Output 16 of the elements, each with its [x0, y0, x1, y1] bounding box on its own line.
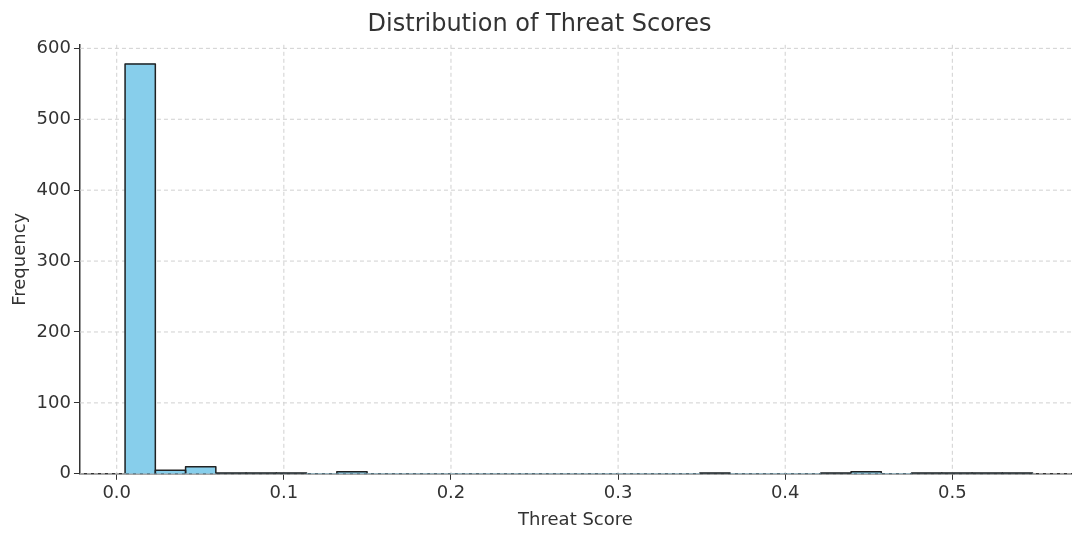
x-axis-title: Threat Score: [517, 507, 633, 529]
y-axis-title: Frequency: [8, 212, 30, 306]
y-tick-label: 400: [36, 177, 71, 199]
x-tick-label: 0.5: [938, 481, 967, 503]
x-tick-label: 0.2: [436, 481, 466, 503]
y-tick-label: 100: [36, 390, 71, 412]
y-tick-label: 0: [59, 461, 71, 483]
y-tick-label: 300: [36, 248, 71, 270]
x-tick-label: 0.3: [603, 481, 633, 503]
y-tick-label: 200: [36, 319, 71, 341]
x-tick-label: 0.1: [269, 481, 299, 503]
y-tick-label: 500: [36, 106, 71, 128]
x-tick-label: 0.4: [770, 481, 800, 503]
x-tick-label: 0.0: [102, 481, 132, 503]
y-tick-label: 600: [36, 36, 71, 58]
chart-title: Distribution of Threat Scores: [367, 8, 712, 37]
